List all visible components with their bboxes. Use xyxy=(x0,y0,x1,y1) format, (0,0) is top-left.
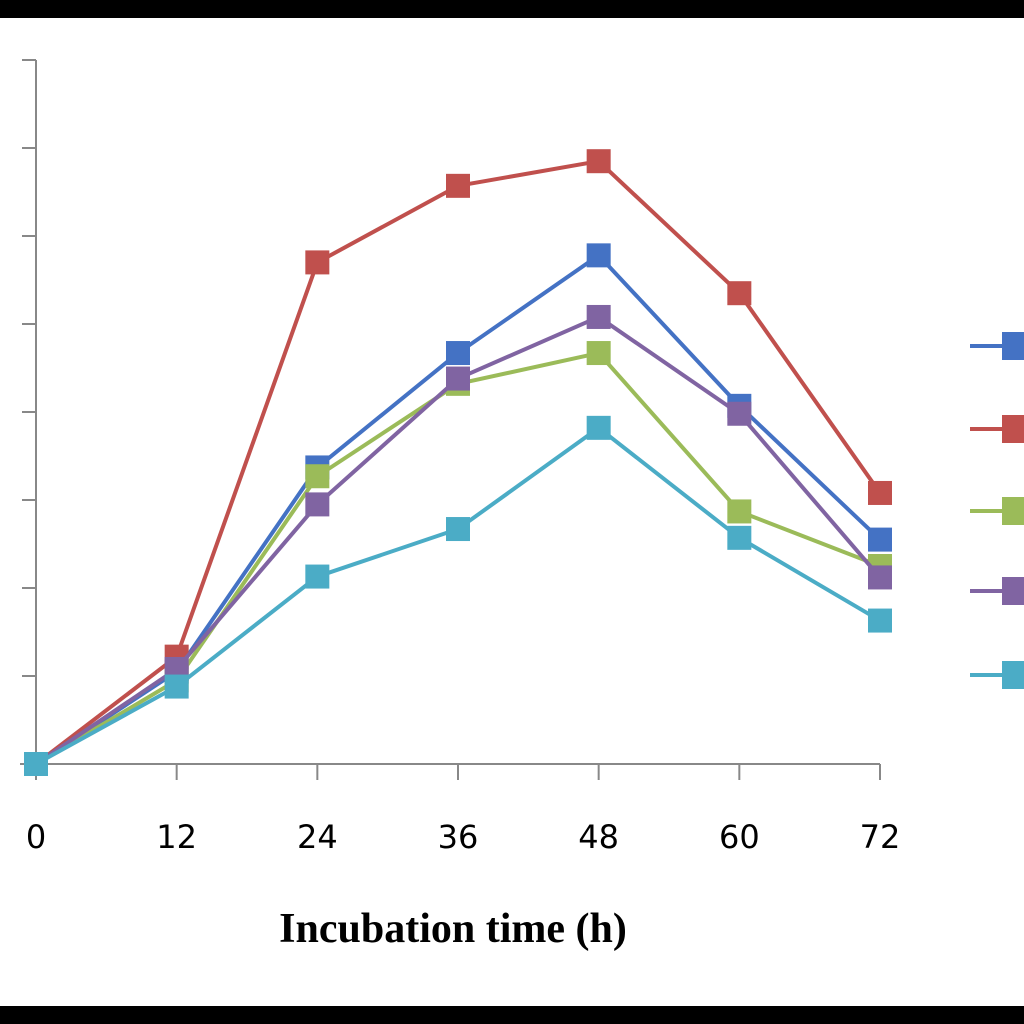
x-tick-label: 12 xyxy=(156,818,197,856)
legend-marker xyxy=(1002,497,1024,525)
y-axis-ticks xyxy=(22,59,36,765)
series-line xyxy=(34,351,881,766)
data-point-marker xyxy=(446,341,470,366)
data-point-marker xyxy=(586,243,611,268)
data-point-marker xyxy=(24,752,48,776)
legend-marker xyxy=(1002,415,1024,443)
data-point-marker xyxy=(305,250,330,275)
data-point-marker xyxy=(586,304,611,329)
data-point-marker xyxy=(586,149,611,174)
data-point-marker xyxy=(586,341,611,366)
data-point-marker xyxy=(164,674,189,699)
legend-marker xyxy=(1002,577,1024,605)
legend-item-3 xyxy=(970,497,1024,525)
series-layer xyxy=(24,149,892,776)
frame-top-bar xyxy=(0,0,1024,18)
data-point-marker xyxy=(727,401,752,426)
legend-marker xyxy=(1002,332,1024,360)
x-axis-ticks xyxy=(35,764,881,780)
data-point-marker xyxy=(868,565,892,590)
series-5 xyxy=(24,415,892,776)
data-point-marker xyxy=(727,281,752,306)
data-point-marker xyxy=(305,564,330,589)
frame-bottom-bar xyxy=(0,1006,1024,1024)
series-line xyxy=(35,425,882,766)
legend xyxy=(970,332,1024,689)
data-point-marker xyxy=(446,366,470,391)
x-axis-tick-labels: 0 12 24 36 48 60 72 xyxy=(26,818,901,856)
data-point-marker xyxy=(446,517,470,542)
legend-marker xyxy=(1002,661,1024,689)
data-point-marker xyxy=(868,527,892,552)
data-point-marker xyxy=(727,525,752,550)
x-tick-label: 72 xyxy=(860,818,901,856)
data-point-marker xyxy=(727,499,752,524)
x-tick-label: 60 xyxy=(719,818,760,856)
series-line xyxy=(34,159,882,766)
data-point-marker xyxy=(868,608,892,633)
x-tick-label: 36 xyxy=(438,818,479,856)
legend-item-2 xyxy=(970,415,1024,443)
legend-item-4 xyxy=(970,577,1024,605)
x-tick-label: 0 xyxy=(26,818,46,856)
x-tick-label: 24 xyxy=(297,818,338,856)
x-tick-label: 48 xyxy=(578,818,619,856)
data-point-marker xyxy=(446,173,470,198)
x-axis-title: Incubation time (h) xyxy=(279,906,627,952)
data-point-marker xyxy=(305,464,330,489)
data-point-marker xyxy=(305,492,330,517)
data-point-marker xyxy=(868,480,892,505)
data-point-marker xyxy=(586,415,611,440)
series-3 xyxy=(24,341,892,776)
legend-item-5 xyxy=(970,661,1024,689)
legend-item-1 xyxy=(970,332,1024,360)
